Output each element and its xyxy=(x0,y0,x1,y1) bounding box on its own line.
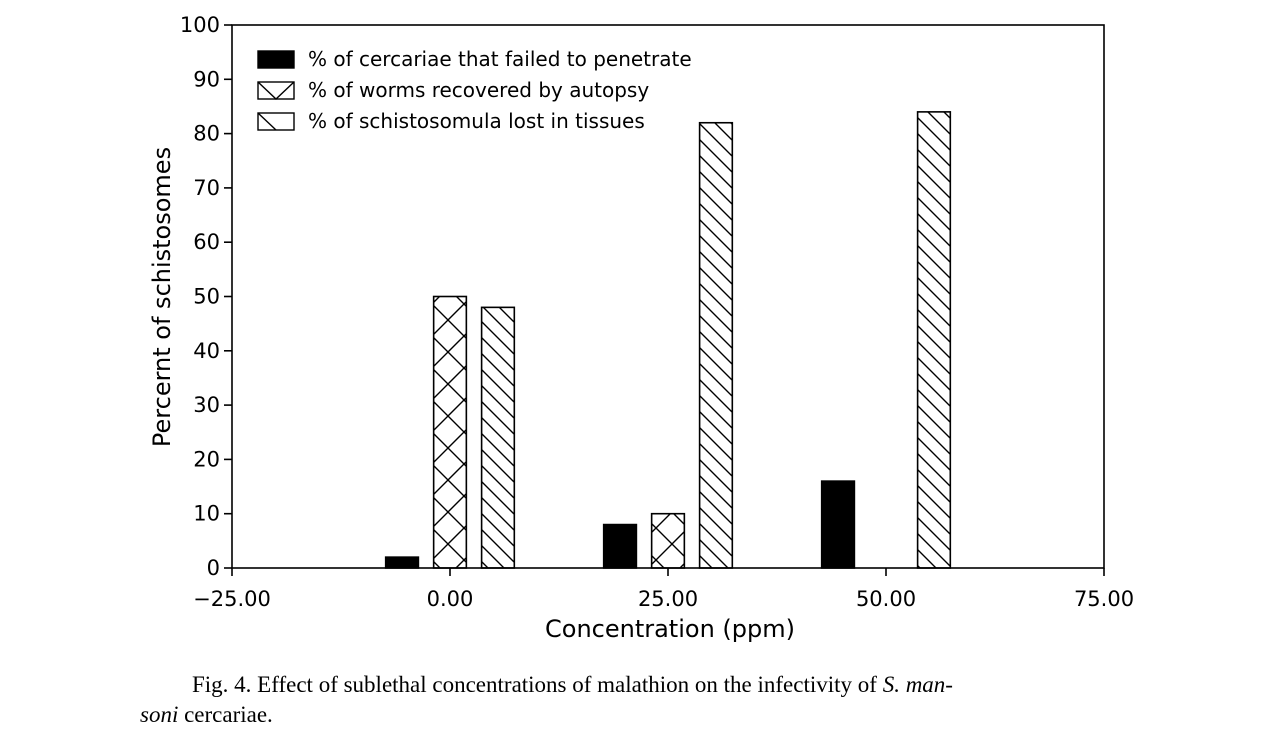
y-tick-label: 30 xyxy=(193,393,220,417)
y-tick-label: 50 xyxy=(193,285,220,309)
plot-frame xyxy=(231,24,1105,569)
x-tick-label: 75.00 xyxy=(1074,587,1134,611)
legend-swatch-solid xyxy=(257,50,295,69)
y-axis: 0 10 20 30 40 50 60 70 80 90 100 xyxy=(180,13,232,580)
caption-prefix: Fig. 4. Effect of sublethal concentratio… xyxy=(192,672,877,697)
caption-suffix: cercariae. xyxy=(184,702,273,727)
legend-swatch-diagonal-lines xyxy=(257,112,277,131)
y-tick-label: 90 xyxy=(193,67,220,91)
y-axis-title: Percernt of schistosomes xyxy=(148,147,176,447)
x-axis-title: Concentration (ppm) xyxy=(545,615,795,643)
bar-series-2-group-2 xyxy=(650,512,686,569)
x-tick-label: −25.00 xyxy=(193,587,271,611)
y-tick-label: 80 xyxy=(193,122,220,146)
legend-label-3: % of schistosomula lost in tissues xyxy=(308,109,645,133)
figure-caption: Fig. 4. Effect of sublethal concentratio… xyxy=(140,670,1160,730)
legend-swatch-crosshatch-lines xyxy=(257,81,295,100)
bar-series-2-group-1 xyxy=(432,295,468,569)
bar-series-3-group-3 xyxy=(916,111,952,569)
bar-series-1-group-2 xyxy=(602,523,638,569)
legend-swatch-diagonal xyxy=(257,112,295,131)
y-tick-label: 20 xyxy=(193,447,220,471)
bar-series-1-group-1 xyxy=(384,556,420,569)
bars xyxy=(384,111,952,569)
y-tick-label: 40 xyxy=(193,339,220,363)
y-tick-label: 70 xyxy=(193,176,220,200)
legend-label-2: % of worms recovered by autopsy xyxy=(308,78,649,102)
x-axis: −25.00 0.00 25.00 50.00 75.00 xyxy=(193,568,1134,611)
x-tick-label: 50.00 xyxy=(856,587,916,611)
caption-species-2: soni xyxy=(140,702,179,727)
legend-swatch-crosshatch xyxy=(257,81,295,100)
legend-label-1: % of cercariae that failed to penetrate xyxy=(308,47,692,71)
bar-series-3-group-1 xyxy=(480,306,516,569)
y-tick-label: 10 xyxy=(193,502,220,526)
bar-series-1-group-3 xyxy=(820,480,856,569)
legend: % of cercariae that failed to penetrate … xyxy=(257,47,692,133)
bar-series-3-group-2 xyxy=(698,121,734,569)
y-tick-label: 100 xyxy=(180,13,220,37)
x-tick-label: 0.00 xyxy=(427,587,474,611)
x-tick-label: 25.00 xyxy=(638,587,698,611)
caption-species-1: S. man- xyxy=(882,672,953,697)
y-tick-label: 0 xyxy=(207,556,220,580)
y-tick-label: 60 xyxy=(193,230,220,254)
